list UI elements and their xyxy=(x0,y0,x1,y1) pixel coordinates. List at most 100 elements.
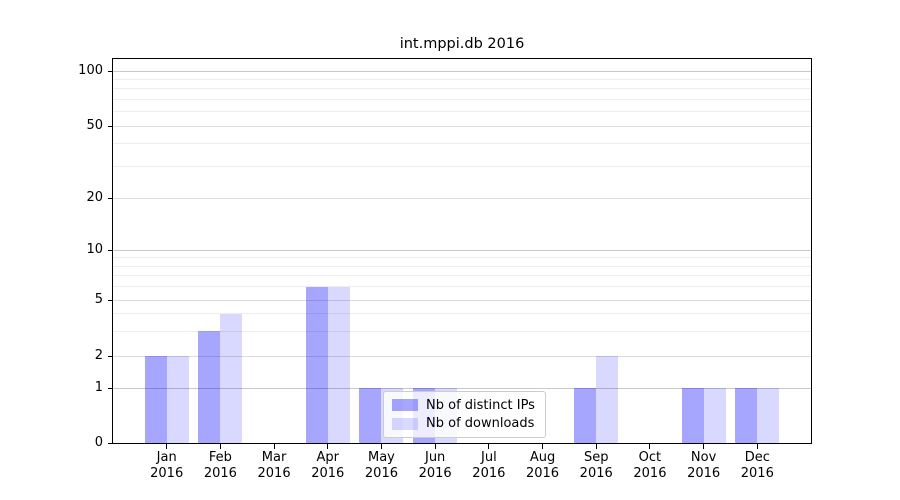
legend-label-downloads: Nb of downloads xyxy=(426,416,535,432)
y-tick-label-2: 2 xyxy=(94,348,103,363)
x-tick-oct xyxy=(649,444,651,449)
x-label-month: Oct xyxy=(638,450,662,465)
y-tick-label-50: 50 xyxy=(86,118,103,133)
x-label-year: 2016 xyxy=(150,466,184,481)
gridline-minor-9 xyxy=(113,257,811,259)
x-tick-label-jan: Jan 2016 xyxy=(137,450,197,482)
bar-distinct-ips-nov xyxy=(681,388,704,443)
y-tick-label-0: 0 xyxy=(94,435,103,450)
gridline-1 xyxy=(113,387,811,389)
x-label-year: 2016 xyxy=(418,466,452,481)
x-label-year: 2016 xyxy=(525,466,560,481)
x-tick-may xyxy=(380,444,382,449)
plot-canvas xyxy=(113,59,811,443)
legend-label-distinct-ips: Nb of distinct IPs xyxy=(426,397,535,413)
legend: Nb of distinct IPs Nb of downloads xyxy=(383,391,546,438)
x-label-year: 2016 xyxy=(472,466,506,481)
gridline-minor-7 xyxy=(113,275,811,277)
x-tick-mar xyxy=(273,444,275,449)
x-tick-label-jun: Jun 2016 xyxy=(405,450,465,482)
x-label-year: 2016 xyxy=(740,466,774,481)
y-tick-100 xyxy=(108,70,113,72)
y-tick-5 xyxy=(108,299,113,301)
x-tick-label-apr: Apr 2016 xyxy=(298,450,358,482)
bar-distinct-ips-apr xyxy=(305,286,328,443)
bar-downloads-jan xyxy=(166,356,189,443)
y-tick-2 xyxy=(108,355,113,357)
gridline-minor-80 xyxy=(113,88,811,90)
x-tick-label-dec: Dec 2016 xyxy=(727,450,787,482)
y-tick-label-100: 100 xyxy=(78,63,103,78)
x-label-month: Feb xyxy=(208,450,232,465)
x-label-month: Dec xyxy=(744,450,770,465)
gridline-5 xyxy=(113,299,811,301)
x-label-month: Aug xyxy=(529,450,556,465)
bar-distinct-ips-sep xyxy=(574,388,597,443)
x-label-month: Jul xyxy=(481,450,497,465)
gridline-100 xyxy=(113,70,811,72)
gridline-20 xyxy=(113,197,811,199)
x-label-year: 2016 xyxy=(364,466,398,481)
x-tick-label-nov: Nov 2016 xyxy=(674,450,734,482)
x-tick-nov xyxy=(703,444,705,449)
bar-distinct-ips-jan xyxy=(144,356,167,443)
x-label-year: 2016 xyxy=(687,466,721,481)
bar-distinct-ips-feb xyxy=(198,331,221,443)
y-tick-label-5: 5 xyxy=(94,292,103,307)
x-tick-dec xyxy=(756,444,758,449)
x-tick-feb xyxy=(219,444,221,449)
x-label-year: 2016 xyxy=(633,466,667,481)
x-label-month: Jan xyxy=(156,450,177,465)
bar-distinct-ips-dec xyxy=(735,388,758,443)
legend-item-downloads: Nb of downloads xyxy=(392,416,537,431)
chart-title: int.mppi.db 2016 xyxy=(399,36,525,52)
y-tick-label-10: 10 xyxy=(86,242,103,257)
gridline-minor-90 xyxy=(113,78,811,80)
gridline-10 xyxy=(113,249,811,251)
gridline-minor-4 xyxy=(113,313,811,315)
legend-swatch-distinct-ips xyxy=(392,399,418,412)
x-label-month: Jun xyxy=(424,450,446,465)
y-tick-label-20: 20 xyxy=(86,190,103,205)
y-tick-label-1: 1 xyxy=(94,380,103,395)
gridline-minor-40 xyxy=(113,143,811,145)
y-tick-1 xyxy=(108,387,113,389)
x-label-year: 2016 xyxy=(311,466,345,481)
legend-item-distinct-ips: Nb of distinct IPs xyxy=(392,398,537,413)
x-label-year: 2016 xyxy=(579,466,613,481)
gridline-minor-70 xyxy=(113,98,811,100)
x-tick-aug xyxy=(542,444,544,449)
bar-downloads-dec xyxy=(757,388,780,443)
gridline-minor-6 xyxy=(113,286,811,288)
gridline-minor-60 xyxy=(113,111,811,113)
gridline-50 xyxy=(113,125,811,127)
x-tick-label-feb: Feb 2016 xyxy=(190,450,250,482)
bar-downloads-apr xyxy=(327,286,350,443)
x-tick-label-mar: Mar 2016 xyxy=(244,450,304,482)
gridline-minor-3 xyxy=(113,330,811,332)
x-label-month: Sep xyxy=(583,450,609,465)
plot-area xyxy=(112,58,812,444)
x-tick-sep xyxy=(595,444,597,449)
x-label-month: May xyxy=(368,450,395,465)
x-label-year: 2016 xyxy=(203,466,237,481)
y-tick-50 xyxy=(108,125,113,127)
bar-downloads-feb xyxy=(220,313,243,443)
x-label-month: Nov xyxy=(690,450,717,465)
x-tick-jul xyxy=(488,444,490,449)
y-tick-20 xyxy=(108,197,113,199)
x-tick-label-aug: Aug 2016 xyxy=(513,450,573,482)
x-tick-apr xyxy=(327,444,329,449)
x-tick-label-may: May 2016 xyxy=(351,450,411,482)
x-tick-jan xyxy=(166,444,168,449)
bar-downloads-nov xyxy=(703,388,726,443)
gridline-minor-30 xyxy=(113,165,811,167)
legend-swatch-downloads xyxy=(392,417,418,430)
x-label-month: Mar xyxy=(261,450,287,465)
bar-distinct-ips-may xyxy=(359,388,382,443)
x-tick-label-sep: Sep 2016 xyxy=(566,450,626,482)
bar-downloads-sep xyxy=(596,356,619,443)
y-tick-0 xyxy=(108,442,113,444)
x-label-month: Apr xyxy=(316,450,340,465)
